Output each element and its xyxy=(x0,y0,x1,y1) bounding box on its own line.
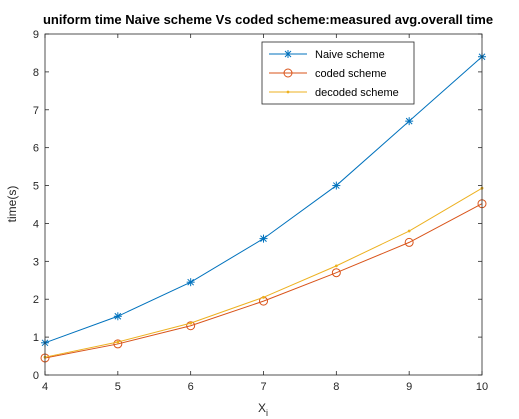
y-tick-label-0: 0 xyxy=(33,370,39,382)
series-2-point-1 xyxy=(116,341,119,344)
series-0-point-3 xyxy=(260,235,268,243)
legend: Naive scheme coded scheme decoded scheme xyxy=(262,42,414,104)
y-tick-label-5: 5 xyxy=(33,181,39,193)
y-tick-label-7: 7 xyxy=(33,105,39,117)
series-0-point-4 xyxy=(332,182,340,190)
series-2-point-3 xyxy=(262,296,265,299)
y-tick-label-2: 2 xyxy=(33,294,39,306)
x-tick-label-3: 7 xyxy=(260,381,266,393)
x-tick-label-1: 5 xyxy=(115,381,121,393)
y-tick-label-4: 4 xyxy=(33,218,39,230)
y-tick-label-3: 3 xyxy=(33,256,39,268)
x-axis-label-subscript: i xyxy=(266,408,268,418)
legend-label-1: coded scheme xyxy=(315,68,387,80)
legend-label-2: decoded scheme xyxy=(315,87,399,99)
x-tick-label-5: 9 xyxy=(406,381,412,393)
series-0-point-5 xyxy=(405,117,413,125)
series-2-point-2 xyxy=(189,322,192,325)
series-0-point-2 xyxy=(187,278,195,286)
y-tick-label-8: 8 xyxy=(33,67,39,79)
legend-marker-2 xyxy=(287,91,290,94)
y-tick-label-9: 9 xyxy=(33,29,39,41)
series-2-point-4 xyxy=(335,264,338,267)
x-tick-label-2: 6 xyxy=(188,381,194,393)
legend-label-0: Naive scheme xyxy=(315,49,385,61)
legend-marker-0 xyxy=(284,50,292,58)
series-2-point-5 xyxy=(408,230,411,233)
series-0-point-1 xyxy=(114,312,122,320)
y-axis-label: time(s) xyxy=(5,186,19,223)
x-axis-label: Xi xyxy=(258,401,268,418)
x-tick-label-0: 4 xyxy=(42,381,48,393)
x-tick-label-4: 8 xyxy=(333,381,339,393)
x-axis-label-main: X xyxy=(258,401,266,415)
x-tick-label-6: 10 xyxy=(476,381,488,393)
y-tick-label-1: 1 xyxy=(33,332,39,344)
y-tick-label-6: 6 xyxy=(33,143,39,155)
chart-title: uniform time Naive scheme Vs coded schem… xyxy=(43,12,493,27)
